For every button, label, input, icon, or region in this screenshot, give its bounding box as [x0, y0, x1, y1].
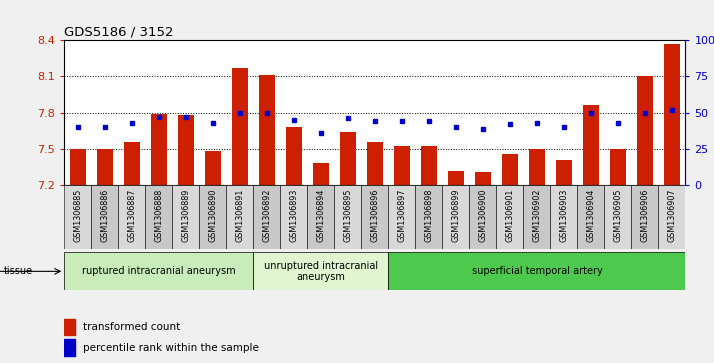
Bar [226, 185, 253, 249]
Bar [307, 185, 334, 249]
Bar [610, 149, 626, 185]
Text: GSM1306891: GSM1306891 [236, 188, 244, 242]
Text: tissue: tissue [4, 266, 33, 276]
Bar [578, 185, 605, 249]
Text: GSM1306899: GSM1306899 [451, 188, 461, 242]
Bar [529, 149, 545, 185]
Bar [496, 185, 523, 249]
Bar [388, 252, 685, 290]
Bar [64, 185, 91, 249]
Text: GSM1306898: GSM1306898 [424, 188, 433, 242]
Text: GSM1306906: GSM1306906 [640, 188, 650, 242]
Bar [631, 185, 658, 249]
Text: GSM1306905: GSM1306905 [613, 188, 623, 242]
Bar [555, 160, 572, 185]
Bar [91, 185, 119, 249]
Text: GDS5186 / 3152: GDS5186 / 3152 [64, 25, 174, 38]
Text: GSM1306888: GSM1306888 [154, 188, 164, 241]
Bar [258, 75, 275, 185]
Text: superficial temporal artery: superficial temporal artery [471, 266, 603, 276]
Bar [334, 185, 361, 249]
Text: GSM1306887: GSM1306887 [127, 188, 136, 242]
Bar [637, 76, 653, 185]
Text: GSM1306885: GSM1306885 [74, 188, 82, 242]
Bar [658, 185, 685, 249]
Bar [502, 154, 518, 185]
Bar [205, 151, 221, 185]
Bar [664, 44, 680, 185]
Bar [286, 127, 302, 185]
Bar [448, 171, 464, 185]
Text: transformed count: transformed count [83, 322, 180, 332]
Bar [64, 339, 76, 356]
Bar [523, 185, 550, 249]
Text: GSM1306904: GSM1306904 [586, 188, 595, 242]
Bar [550, 185, 578, 249]
Bar [443, 185, 469, 249]
Bar [253, 252, 388, 290]
Text: GSM1306900: GSM1306900 [478, 188, 488, 242]
Bar [172, 185, 199, 249]
Text: GSM1306886: GSM1306886 [100, 188, 109, 241]
Text: percentile rank within the sample: percentile rank within the sample [83, 343, 258, 352]
Bar [70, 149, 86, 185]
Bar [469, 185, 496, 249]
Bar [475, 172, 491, 185]
Text: unruptured intracranial
aneurysm: unruptured intracranial aneurysm [263, 261, 378, 282]
Bar [178, 115, 194, 185]
Text: GSM1306892: GSM1306892 [262, 188, 271, 242]
Text: GSM1306893: GSM1306893 [289, 188, 298, 242]
Bar [388, 185, 416, 249]
Bar [119, 185, 145, 249]
Bar [393, 146, 410, 185]
Text: GSM1306907: GSM1306907 [668, 188, 676, 242]
Bar [124, 142, 140, 185]
Text: GSM1306901: GSM1306901 [506, 188, 514, 242]
Text: GSM1306896: GSM1306896 [371, 188, 379, 242]
Bar [145, 185, 172, 249]
Bar [367, 142, 383, 185]
Bar [605, 185, 631, 249]
Text: ruptured intracranial aneurysm: ruptured intracranial aneurysm [82, 266, 236, 276]
Bar [232, 68, 248, 185]
Text: GSM1306890: GSM1306890 [208, 188, 217, 242]
Bar [64, 319, 76, 335]
Text: GSM1306895: GSM1306895 [343, 188, 352, 242]
Text: GSM1306889: GSM1306889 [181, 188, 191, 242]
Bar [253, 185, 281, 249]
Text: GSM1306897: GSM1306897 [398, 188, 406, 242]
Text: GSM1306902: GSM1306902 [533, 188, 541, 242]
Bar [361, 185, 388, 249]
Bar [64, 252, 253, 290]
Bar [416, 185, 443, 249]
Bar [281, 185, 307, 249]
Bar [313, 163, 329, 185]
Text: GSM1306894: GSM1306894 [316, 188, 326, 242]
Bar [199, 185, 226, 249]
Bar [96, 149, 113, 185]
Bar [340, 132, 356, 185]
Text: GSM1306903: GSM1306903 [559, 188, 568, 242]
Bar [583, 105, 599, 185]
Bar [151, 114, 167, 185]
Bar [421, 146, 437, 185]
